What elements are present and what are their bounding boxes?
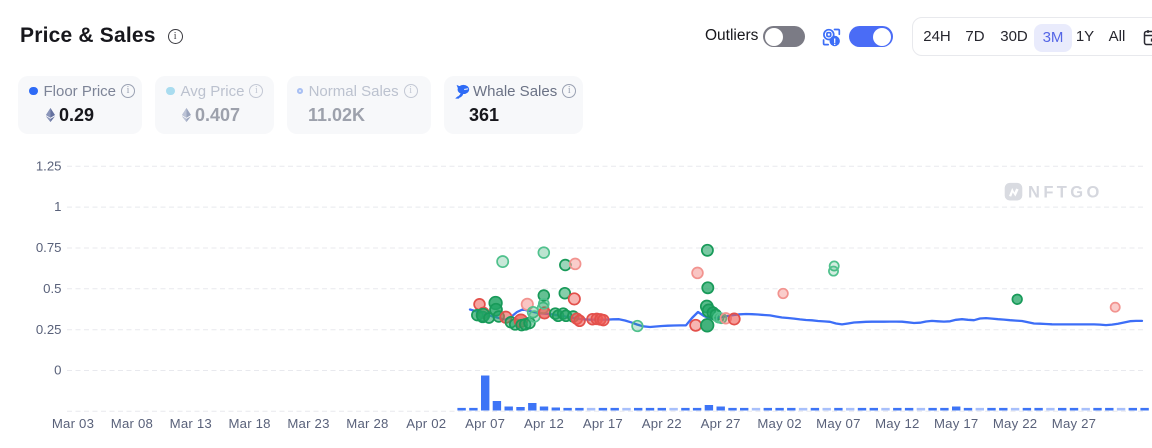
svg-text:Apr 07: Apr 07 [465,416,505,431]
svg-text:0.25: 0.25 [36,322,62,337]
svg-text:1: 1 [54,199,61,214]
svg-text:Apr 27: Apr 27 [701,416,741,431]
svg-text:0.75: 0.75 [36,240,62,255]
svg-text:Mar 28: Mar 28 [346,416,388,431]
svg-text:Mar 13: Mar 13 [170,416,212,431]
svg-text:Apr 12: Apr 12 [524,416,564,431]
svg-text:May 17: May 17 [934,416,978,431]
svg-text:Mar 03: Mar 03 [52,416,94,431]
svg-text:0: 0 [54,363,61,378]
svg-text:Mar 08: Mar 08 [111,416,153,431]
svg-text:May 27: May 27 [1052,416,1096,431]
svg-text:NFTGO: NFTGO [1028,184,1103,202]
svg-text:0.5: 0.5 [43,281,61,296]
svg-text:May 02: May 02 [757,416,801,431]
svg-text:May 22: May 22 [993,416,1037,431]
svg-text:Apr 22: Apr 22 [642,416,682,431]
svg-text:Apr 02: Apr 02 [406,416,446,431]
svg-text:May 12: May 12 [875,416,919,431]
svg-text:Apr 17: Apr 17 [583,416,623,431]
svg-text:1.25: 1.25 [36,158,62,173]
svg-text:!: ! [833,37,836,47]
svg-text:May 07: May 07 [816,416,860,431]
svg-text:Mar 23: Mar 23 [287,416,329,431]
svg-text:Mar 18: Mar 18 [228,416,270,431]
